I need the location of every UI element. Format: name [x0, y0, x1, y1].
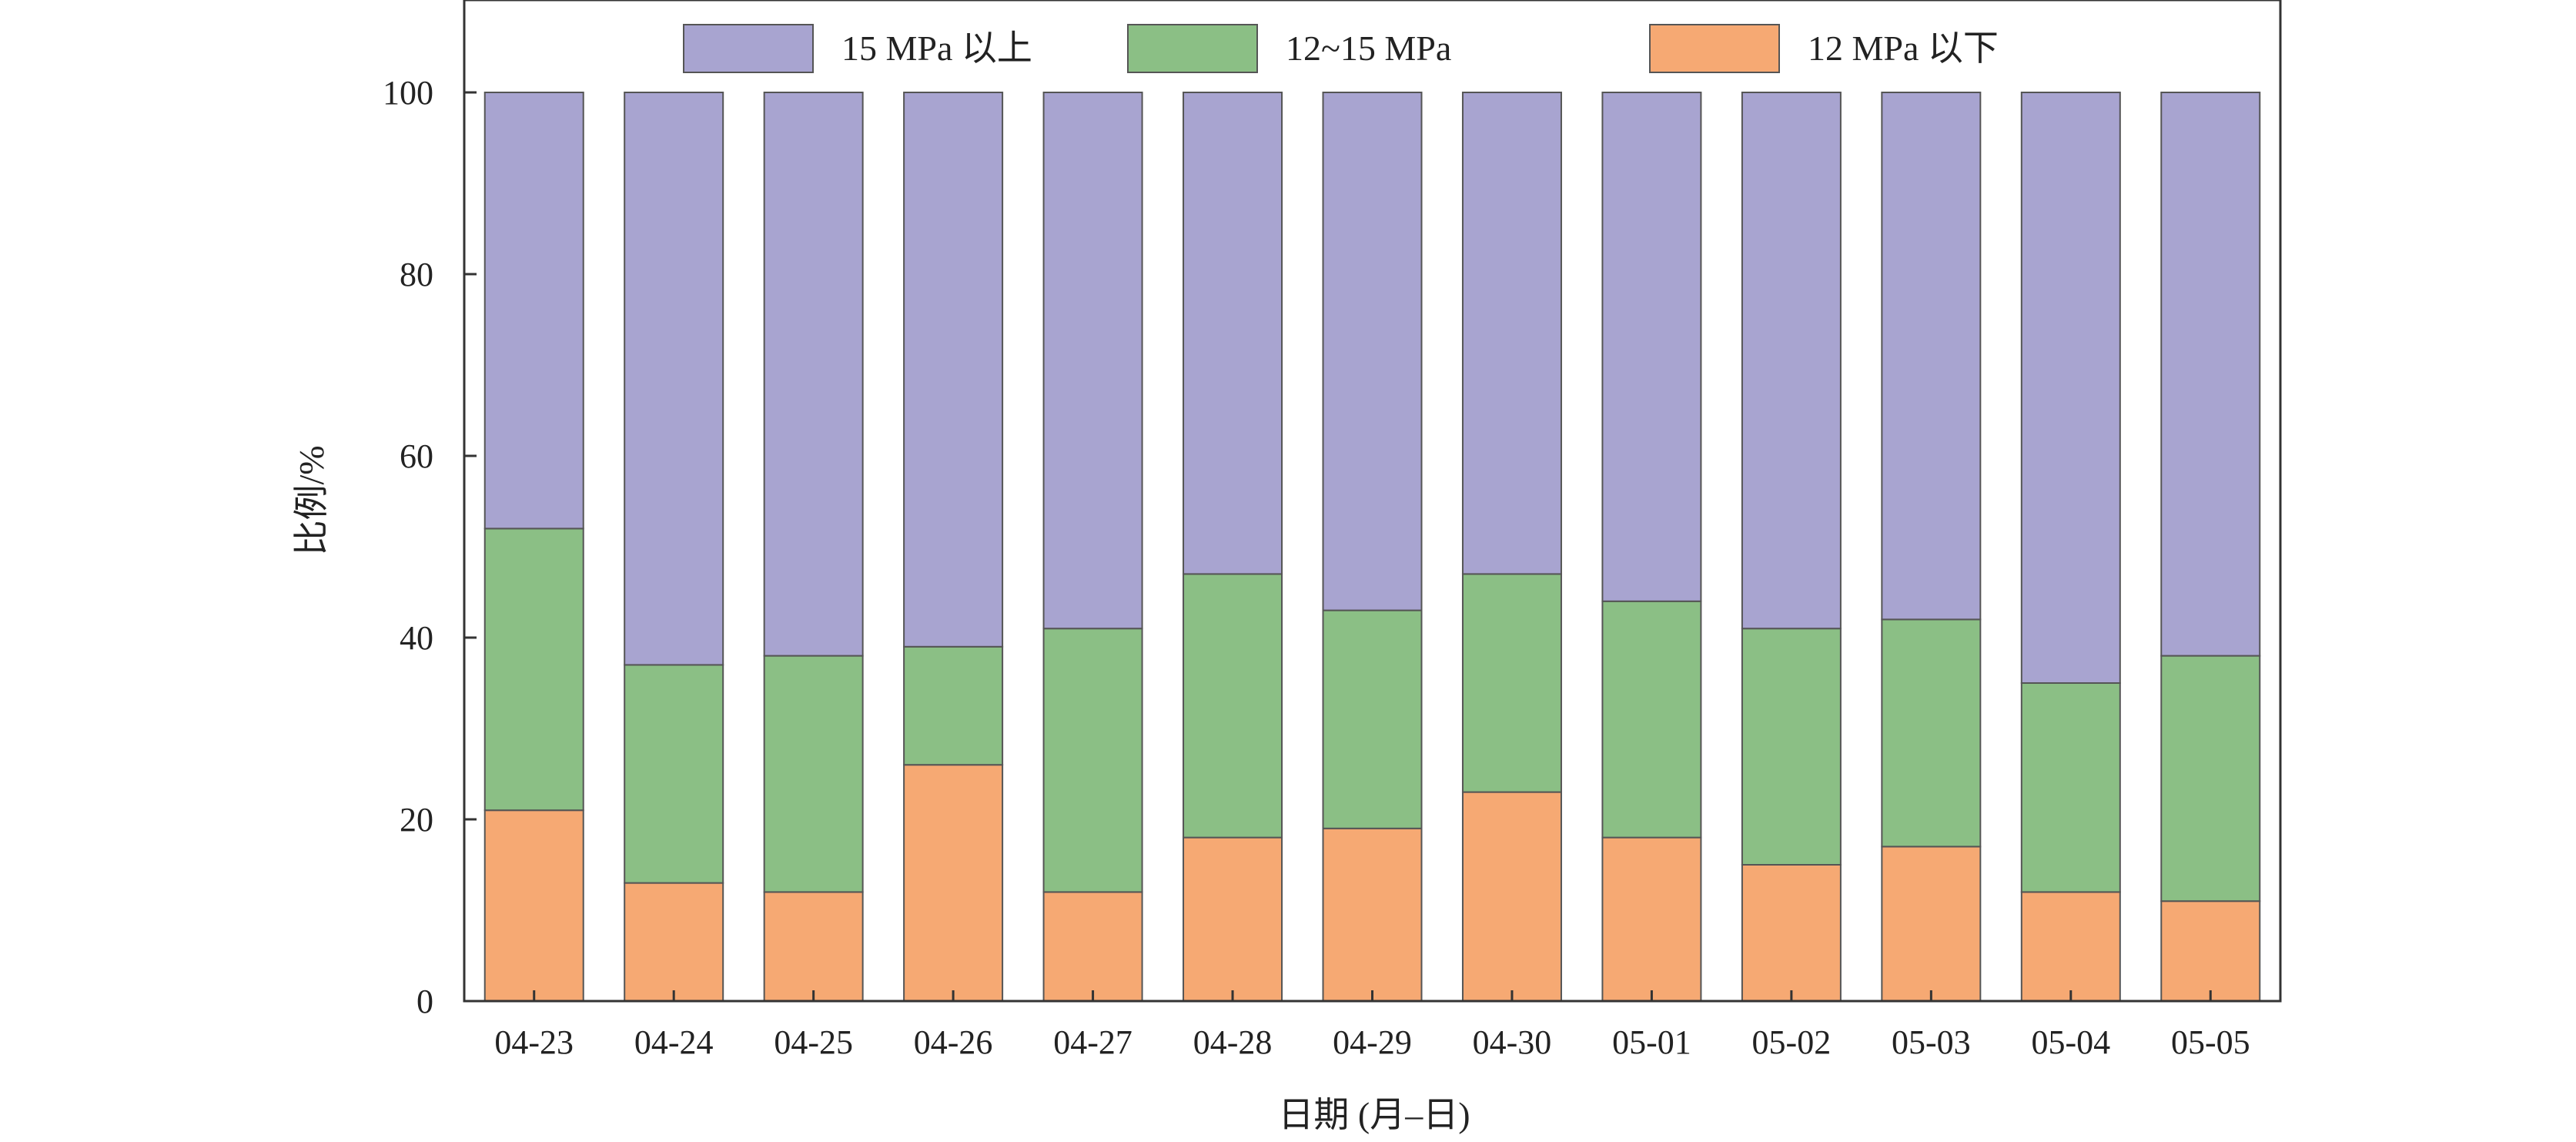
bar-segment-05-03-s0 [1881, 846, 1982, 1003]
legend-label: 15 MPa 以上 [841, 28, 1032, 68]
x-axis-ticks: 04-23 04-24 04-25 04-26 04-27 04-28 04-29 04-30… [494, 990, 2250, 1061]
bar-segment-05-05-s2 [2160, 92, 2261, 657]
bar-segment-05-01-s0 [1601, 836, 1702, 1002]
bar-segment-04-24-s1 [624, 664, 724, 884]
y-tick-label: 100 [383, 74, 433, 112]
x-tick-label: 04-28 [1193, 1023, 1273, 1061]
bar-segment-05-01-s2 [1601, 92, 1702, 602]
bar-segment-04-27-s0 [1042, 891, 1143, 1003]
bar-segment-04-30-s1 [1461, 573, 1562, 793]
bar-segment-05-05-s1 [2160, 655, 2261, 903]
bar-segment-05-02-s2 [1741, 92, 1842, 630]
legend-label: 12 MPa 以下 [1808, 28, 1999, 68]
bar-segment-04-27-s2 [1042, 92, 1143, 630]
bar-segment-04-28-s1 [1183, 573, 1283, 839]
bar-segment-04-29-s2 [1322, 92, 1423, 611]
x-tick-label: 05-02 [1752, 1023, 1832, 1061]
y-tick-label: 40 [400, 619, 433, 657]
bar-segment-04-30-s2 [1461, 92, 1562, 575]
x-tick-label: 04-27 [1053, 1023, 1132, 1061]
x-tick-label: 05-03 [1892, 1023, 1971, 1061]
bar-segment-04-29-s0 [1322, 827, 1423, 1003]
x-tick-label: 05-04 [2031, 1023, 2110, 1061]
y-tick-label: 20 [400, 801, 433, 839]
bar-segment-04-26-s2 [903, 92, 1004, 648]
bar-segment-05-04-s0 [2020, 891, 2121, 1003]
bar-segment-04-26-s0 [903, 764, 1004, 1002]
bar-segment-04-29-s1 [1322, 609, 1423, 829]
bar-segment-04-24-s2 [624, 92, 724, 666]
bar-segment-04-25-s0 [763, 891, 864, 1003]
bar-segment-05-01-s1 [1601, 600, 1702, 839]
plot-frame [463, 0, 2282, 1003]
bar-segment-05-03-s1 [1881, 618, 1982, 848]
y-tick-label: 80 [400, 256, 433, 293]
x-tick-label: 04-26 [914, 1023, 993, 1061]
y-axis-ticks: 0 20 40 60 80 100 [383, 74, 477, 1020]
bar-segment-04-23-s0 [483, 809, 584, 1002]
bar-segment-05-02-s0 [1741, 864, 1842, 1002]
y-tick-label: 60 [400, 437, 433, 475]
x-tick-label: 04-30 [1473, 1023, 1552, 1061]
y-axis-title: 比例/% [292, 445, 331, 555]
legend-swatch [683, 24, 814, 73]
x-tick-label: 04-29 [1333, 1023, 1412, 1061]
y-tick-label: 0 [417, 983, 433, 1020]
bar-segment-05-04-s1 [2020, 682, 2121, 893]
bar-segment-04-27-s1 [1042, 628, 1143, 893]
x-tick-label: 04-23 [494, 1023, 574, 1061]
bar-segment-05-05-s0 [2160, 900, 2261, 1002]
bar-segment-04-24-s0 [624, 882, 724, 1002]
bars [483, 92, 2261, 1003]
bar-segment-04-23-s2 [483, 92, 584, 530]
legend-label: 12~15 MPa [1286, 28, 1451, 68]
x-axis-title: 日期 (月–日) [1278, 1095, 1470, 1134]
x-tick-label: 05-01 [1612, 1023, 1691, 1061]
bar-segment-05-02-s1 [1741, 628, 1842, 866]
bar-segment-04-25-s2 [763, 92, 864, 657]
legend-swatch [1649, 24, 1780, 73]
bar-segment-05-03-s2 [1881, 92, 1982, 621]
x-tick-label: 04-25 [774, 1023, 853, 1061]
bar-segment-04-23-s1 [483, 527, 584, 812]
bar-segment-04-25-s1 [763, 655, 864, 893]
x-tick-label: 05-05 [2171, 1023, 2250, 1061]
legend-swatch [1127, 24, 1258, 73]
bar-segment-04-28-s2 [1183, 92, 1283, 575]
legend: 15 MPa 以上 12~15 MPa 12 MPa 以下 [683, 24, 1999, 73]
bar-segment-04-30-s0 [1461, 791, 1562, 1002]
bar-segment-04-28-s0 [1183, 836, 1283, 1002]
x-tick-label: 04-24 [634, 1023, 714, 1061]
bar-segment-05-04-s2 [2020, 92, 2121, 684]
bar-segment-04-26-s1 [903, 645, 1004, 766]
